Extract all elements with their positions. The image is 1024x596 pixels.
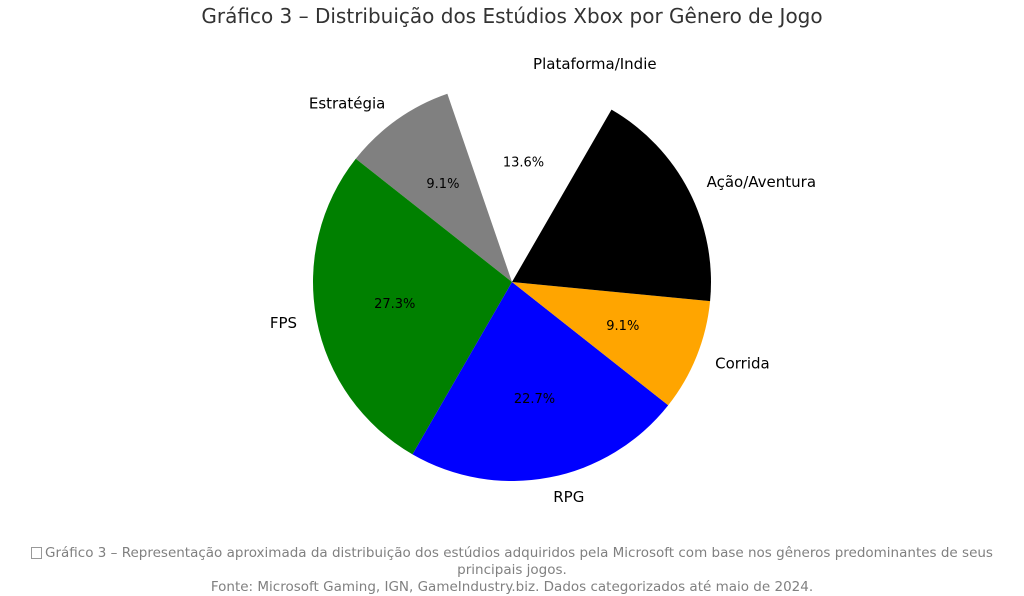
slice-label-fps: FPS (270, 314, 297, 332)
pie-slice-rpg (412, 282, 669, 481)
pie-slice-plataforma-indie (447, 82, 612, 282)
slice-label-acao-aventura: Ação/Aventura (707, 173, 816, 191)
caption-line-1: Gráfico 3 – Representação aproximada da … (0, 545, 1024, 579)
pie-slice-fps (313, 158, 512, 455)
slice-pct-plataforma-indie: 13.6% (503, 156, 544, 171)
chart-caption: Gráfico 3 – Representação aproximada da … (0, 545, 1024, 596)
chart-title: Gráfico 3 – Distribuição dos Estúdios Xb… (201, 4, 823, 28)
pie-slice-acao-aventura (512, 109, 711, 302)
slice-pct-corrida: 9.1% (606, 319, 639, 334)
pie-chart: Plataforma/Indie 13.6% Estratégia 9.1% FPS 27… (270, 55, 816, 506)
caption-line-2: Fonte: Microsoft Gaming, IGN, GameIndust… (210, 579, 814, 595)
pie-slice-estrategia (355, 93, 512, 282)
pie-slice-corrida (512, 282, 711, 406)
slice-pct-estrategia: 9.1% (426, 177, 459, 192)
slice-label-corrida: Corrida (715, 355, 770, 373)
caption-text-1: Gráfico 3 – Representação aproximada da … (45, 545, 993, 578)
slice-label-estrategia: Estratégia (309, 94, 386, 112)
slice-pct-fps: 27.3% (374, 297, 415, 312)
slice-label-plataforma-indie: Plataforma/Indie (533, 55, 657, 73)
slice-pct-rpg: 22.7% (514, 392, 555, 407)
slice-label-rpg: RPG (553, 488, 584, 506)
chart-icon (31, 547, 43, 559)
